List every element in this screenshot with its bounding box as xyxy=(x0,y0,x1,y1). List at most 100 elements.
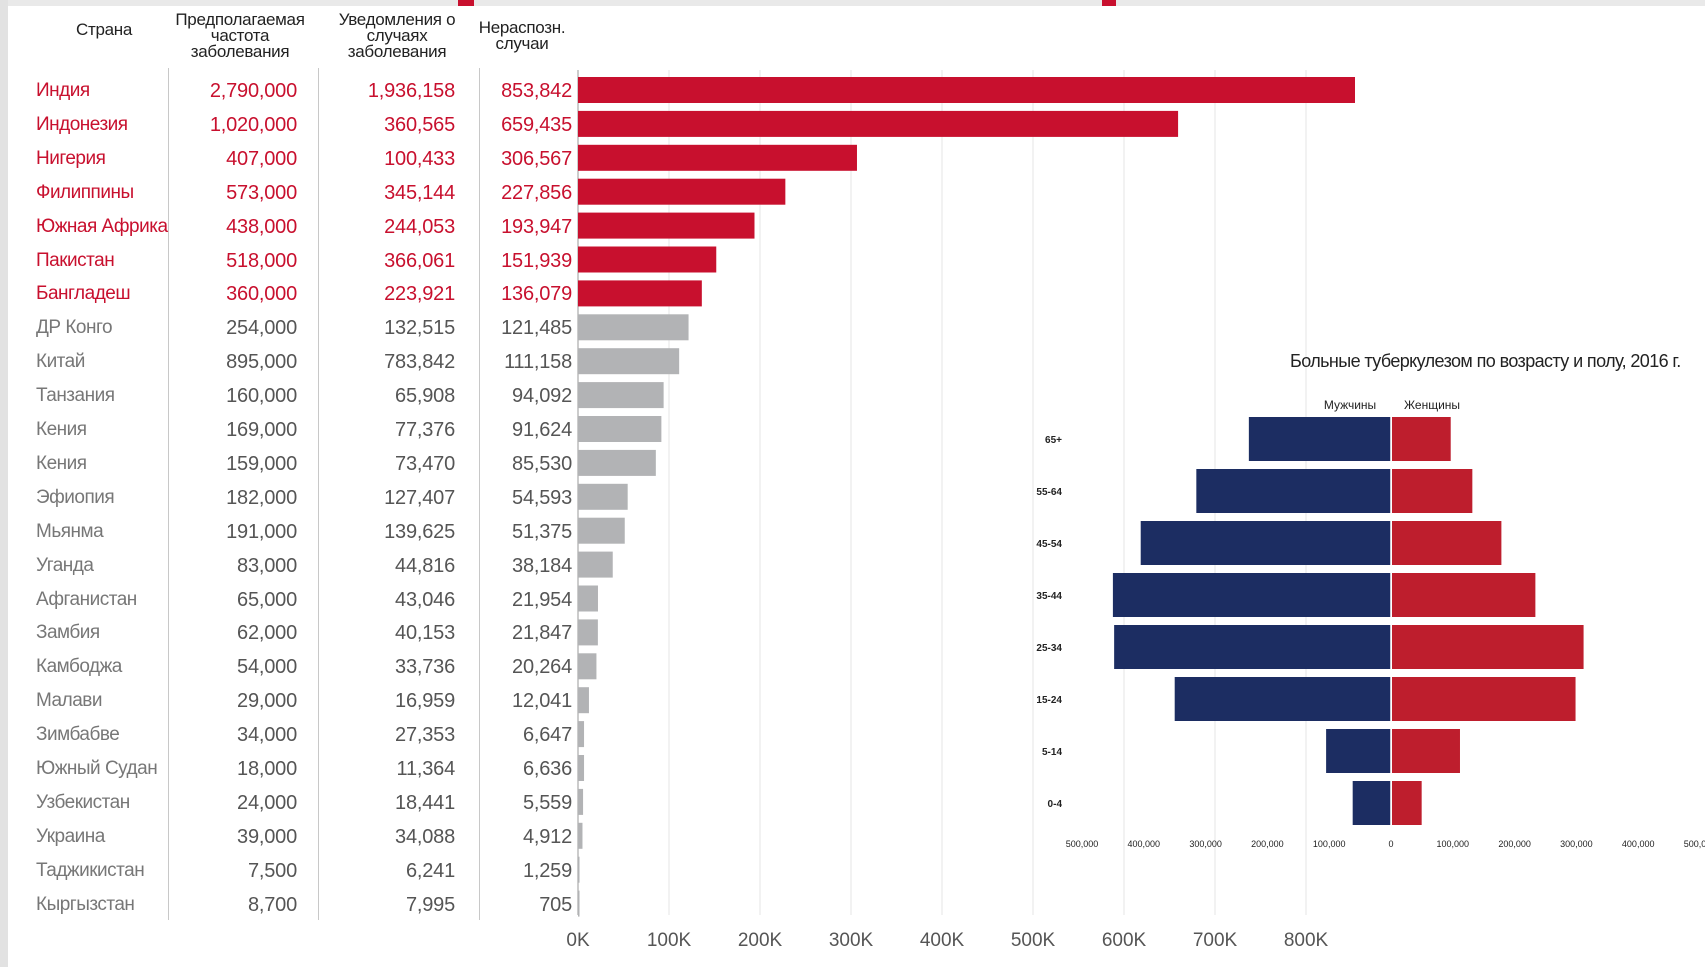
pyramid-x-tick-label: 400,000 xyxy=(1622,839,1655,849)
pyramid-legend-women: Женщины xyxy=(1403,398,1461,412)
country-cell: Кения xyxy=(36,419,87,440)
incidence-cell: 65,000 xyxy=(237,588,297,611)
country-cell: Китай xyxy=(36,351,85,373)
age-group-label: 65+ xyxy=(1045,435,1062,446)
missed-cell: 6,647 xyxy=(522,724,572,747)
table-row: Индия 2,790,000 1,936,158 853,842 xyxy=(36,80,576,110)
incidence-cell: 573,000 xyxy=(226,181,297,204)
x-tick-label: 0K xyxy=(566,930,590,951)
x-tick-label: 200K xyxy=(738,930,783,951)
missed-cell: 1,259 xyxy=(522,859,572,882)
x-tick-label: 400K xyxy=(920,930,965,951)
country-cell: Узбекистан xyxy=(36,791,130,813)
pyramid-x-tick-label: 200,000 xyxy=(1498,839,1531,849)
pyramid-x-tick-label: 200,000 xyxy=(1251,839,1284,849)
pyramid-x-tick-label: 0 xyxy=(1388,839,1393,849)
missed-cell: 659,435 xyxy=(501,113,572,136)
column-divider xyxy=(168,68,169,920)
missed-cell: 21,954 xyxy=(512,588,572,611)
incidence-cell: 191,000 xyxy=(226,520,297,543)
incidence-cell: 895,000 xyxy=(226,351,297,374)
country-cell: Кыргызстан xyxy=(36,893,135,915)
bar xyxy=(578,314,689,341)
table-row: Кыргызстан 8,700 7,995 705 xyxy=(36,894,576,924)
bar xyxy=(578,551,613,578)
pyramid-legend-men: Мужчины xyxy=(1323,398,1377,412)
bar xyxy=(578,246,717,273)
notified-cell: 40,153 xyxy=(395,622,455,645)
bar xyxy=(578,822,583,849)
women-bar xyxy=(1392,781,1422,825)
missed-cell: 121,485 xyxy=(501,317,572,340)
table-row: Филиппины 573,000 345,144 227,856 xyxy=(36,182,576,212)
table-row: Уганда 83,000 44,816 38,184 xyxy=(36,555,576,585)
table-row: Таджикистан 7,500 6,241 1,259 xyxy=(36,860,576,890)
missed-cell: 94,092 xyxy=(512,385,572,408)
bar xyxy=(578,890,580,917)
incidence-cell: 18,000 xyxy=(237,758,297,780)
notified-cell: 345,144 xyxy=(384,181,455,204)
x-tick-label: 500K xyxy=(1011,930,1056,951)
women-bar xyxy=(1392,469,1473,513)
x-tick-label: 700K xyxy=(1193,930,1238,951)
missed-cell: 12,041 xyxy=(512,690,572,713)
men-bar xyxy=(1352,781,1391,825)
country-cell: Индонезия xyxy=(36,113,128,135)
incidence-cell: 360,000 xyxy=(226,283,297,306)
country-cell: Индия xyxy=(36,80,90,101)
bar xyxy=(578,382,664,409)
incidence-cell: 254,000 xyxy=(226,317,297,340)
missed-cell: 20,264 xyxy=(512,656,572,679)
missed-cell: 193,947 xyxy=(501,215,572,238)
notified-cell: 223,921 xyxy=(384,283,455,306)
bar xyxy=(578,110,1179,137)
incidence-cell: 7,500 xyxy=(247,859,297,882)
age-group-label: 15-24 xyxy=(1036,695,1062,706)
table-row: Украина 39,000 34,088 4,912 xyxy=(36,826,576,856)
notified-cell: 6,241 xyxy=(405,859,455,882)
notified-cell: 139,625 xyxy=(384,520,455,543)
country-cell: Эфиопия xyxy=(36,486,115,508)
men-bar xyxy=(1112,573,1391,617)
x-tick-label: 100K xyxy=(647,930,692,951)
header-incidence: Предполагаемая частота заболевания xyxy=(175,10,305,61)
x-tick-label: 800K xyxy=(1284,930,1329,951)
column-divider xyxy=(318,68,319,920)
age-group-label: 35-44 xyxy=(1036,591,1062,602)
pyramid-x-tick-label: 100,000 xyxy=(1313,839,1346,849)
missed-cell: 705 xyxy=(539,893,572,916)
bar xyxy=(578,653,597,680)
bar xyxy=(578,449,656,476)
notified-cell: 132,515 xyxy=(384,317,455,340)
incidence-cell: 518,000 xyxy=(226,249,297,272)
table-row: Афганистан 65,000 43,046 21,954 xyxy=(36,589,576,619)
bar xyxy=(578,517,625,544)
country-cell: Пакистан xyxy=(36,249,115,271)
age-group-label: 55-64 xyxy=(1036,487,1062,498)
country-cell: ДР Конго xyxy=(36,317,113,339)
women-bar xyxy=(1392,521,1502,565)
missed-cell: 38,184 xyxy=(512,554,572,577)
missed-cell: 136,079 xyxy=(501,283,572,306)
missed-cell: 6,636 xyxy=(522,758,572,780)
notified-cell: 366,061 xyxy=(384,249,455,272)
country-cell: Зимбабве xyxy=(36,724,120,746)
incidence-cell: 8,700 xyxy=(247,893,297,916)
column-divider xyxy=(479,68,480,920)
bar xyxy=(578,755,585,781)
bar xyxy=(578,483,628,510)
incidence-cell: 24,000 xyxy=(237,791,297,814)
table-row: ДР Конго 254,000 132,515 121,485 xyxy=(36,317,576,347)
women-bar xyxy=(1392,573,1536,617)
title-fragment-mark xyxy=(1102,0,1116,6)
table-row: Индонезия 1,020,000 360,565 659,435 xyxy=(36,114,576,144)
incidence-cell: 34,000 xyxy=(237,724,297,747)
notified-cell: 127,407 xyxy=(384,486,455,509)
notified-cell: 27,353 xyxy=(395,724,455,747)
notified-cell: 16,959 xyxy=(395,690,455,713)
bar xyxy=(578,178,786,205)
header-country: Страна xyxy=(75,20,132,39)
header-missed: Нераспозн. случаи xyxy=(478,18,566,53)
table-row: Зимбабве 34,000 27,353 6,647 xyxy=(36,724,576,754)
